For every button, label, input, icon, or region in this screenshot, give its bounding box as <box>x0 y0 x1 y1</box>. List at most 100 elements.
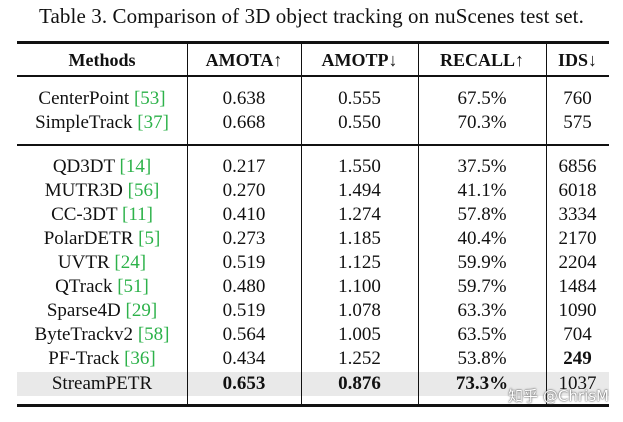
method-cell: UVTR [24] <box>17 251 187 275</box>
citation-link[interactable]: [37] <box>137 112 169 133</box>
header-amotp: AMOTP↓ <box>321 50 398 70</box>
method-cell: QTrack [51] <box>17 275 187 299</box>
column-divider <box>418 44 419 404</box>
amotp-cell: 1.005 <box>338 324 381 345</box>
amota-cell: 0.519 <box>222 252 266 273</box>
bottom-rule <box>17 404 609 407</box>
header-ids: IDS↓ <box>557 50 597 70</box>
table-row: PolarDETR [5] 0.273 1.185 40.4% 2170 <box>17 227 609 251</box>
group-rule <box>17 144 609 146</box>
method-name: PF-Track <box>48 348 120 369</box>
recall-cell: 63.5% <box>457 324 507 345</box>
citation-link[interactable]: [58] <box>137 324 170 345</box>
table-row: QD3DT [14] 0.217 1.550 37.5% 6856 <box>17 155 609 179</box>
amota-cell: 0.480 <box>222 276 266 297</box>
amotp-cell: 0.555 <box>338 88 381 109</box>
amotp-cell: 1.494 <box>338 180 381 201</box>
header-rule <box>17 75 609 77</box>
citation-link[interactable]: [56] <box>127 180 160 201</box>
table-row: CC-3DT [11] 0.410 1.274 57.8% 3334 <box>17 203 609 227</box>
method-cell: PF-Track [36] <box>17 347 187 371</box>
citation-link[interactable]: [11] <box>121 204 153 225</box>
amotp-cell: 0.876 <box>338 373 381 394</box>
recall-cell: 57.8% <box>457 204 507 225</box>
ids-cell: 249 <box>563 348 592 369</box>
citation-link[interactable]: [36] <box>124 348 156 369</box>
column-divider <box>546 44 547 404</box>
amota-cell: 0.653 <box>222 373 266 394</box>
method-cell: SimpleTrack [37] <box>17 111 187 135</box>
recall-cell: 59.7% <box>457 276 507 297</box>
recall-cell: 53.8% <box>457 348 507 369</box>
citation-link[interactable]: [24] <box>114 252 147 273</box>
amota-cell: 0.638 <box>222 88 266 109</box>
recall-cell: 63.3% <box>457 300 507 321</box>
amota-cell: 0.519 <box>222 300 266 321</box>
ids-cell: 1090 <box>558 300 597 321</box>
ids-cell: 2170 <box>558 228 597 249</box>
amotp-cell: 1.185 <box>338 228 381 249</box>
table-row: UVTR [24] 0.519 1.125 59.9% 2204 <box>17 251 609 275</box>
recall-cell: 59.9% <box>457 252 507 273</box>
table-caption: Table 3. Comparison of 3D object trackin… <box>39 4 584 28</box>
ids-cell: 704 <box>563 324 592 345</box>
amotp-cell: 1.252 <box>338 348 381 369</box>
table-row-highlighted: StreamPETR 0.653 0.876 73.3% 1037 <box>17 372 609 396</box>
amotp-cell: 0.550 <box>338 112 381 133</box>
ids-cell: 1484 <box>558 276 597 297</box>
header-row: Methods AMOTA↑ AMOTP↓ RECALL↑ IDS↓ <box>17 48 609 72</box>
method-name: QD3DT <box>52 156 115 177</box>
citation-link[interactable]: [53] <box>133 88 166 109</box>
header-recall: RECALL↑ <box>439 50 524 70</box>
ids-cell: 6856 <box>558 156 597 177</box>
ids-cell: 760 <box>563 88 592 109</box>
method-name: PolarDETR <box>43 228 134 249</box>
method-name: ByteTrackv2 <box>34 324 134 345</box>
table-row: Sparse4D [29] 0.519 1.078 63.3% 1090 <box>17 299 609 323</box>
table-row: ByteTrackv2 [58] 0.564 1.005 63.5% 704 <box>17 323 609 347</box>
ids-cell: 2204 <box>558 252 597 273</box>
header-methods: Methods <box>68 50 136 70</box>
method-cell: StreamPETR <box>51 373 153 394</box>
amota-cell: 0.410 <box>222 204 266 225</box>
method-name: Sparse4D <box>46 300 121 321</box>
top-rule <box>17 41 609 44</box>
table-row: CenterPoint [53] 0.638 0.555 67.5% 760 <box>17 87 609 111</box>
amota-cell: 0.270 <box>222 180 266 201</box>
method-name: MUTR3D <box>44 180 123 201</box>
table-row: SimpleTrack [37] 0.668 0.550 70.3% 575 <box>17 111 609 135</box>
method-cell: QD3DT [14] <box>17 155 187 179</box>
amota-cell: 0.217 <box>222 156 266 177</box>
citation-link[interactable]: [29] <box>125 300 158 321</box>
amotp-cell: 1.125 <box>338 252 381 273</box>
method-name: CC-3DT <box>51 204 118 225</box>
amotp-cell: 1.078 <box>338 300 381 321</box>
amotp-cell: 1.100 <box>338 276 381 297</box>
method-cell: PolarDETR [5] <box>17 227 187 251</box>
ids-cell: 6018 <box>558 180 597 201</box>
method-name: UVTR <box>57 252 110 273</box>
method-name: QTrack <box>55 276 113 297</box>
recall-cell: 41.1% <box>457 180 507 201</box>
recall-cell: 40.4% <box>457 228 507 249</box>
recall-cell: 70.3% <box>457 112 507 133</box>
recall-cell: 73.3% <box>455 373 509 394</box>
watermark: 知乎 @ChrisM <box>508 387 609 405</box>
method-cell: CenterPoint [53] <box>17 87 187 111</box>
method-cell: MUTR3D [56] <box>17 179 187 203</box>
method-name: SimpleTrack <box>35 112 133 133</box>
method-cell: CC-3DT [11] <box>17 203 187 227</box>
method-cell: Sparse4D [29] <box>17 299 187 323</box>
column-divider <box>301 44 302 404</box>
recall-cell: 67.5% <box>457 88 507 109</box>
citation-link[interactable]: [51] <box>117 276 149 297</box>
citation-link[interactable]: [14] <box>119 156 152 177</box>
amota-cell: 0.434 <box>222 348 266 369</box>
table-row: MUTR3D [56] 0.270 1.494 41.1% 6018 <box>17 179 609 203</box>
ids-cell: 1037 <box>558 373 597 394</box>
table-row: PF-Track [36] 0.434 1.252 53.8% 249 <box>17 347 609 371</box>
method-cell: ByteTrackv2 [58] <box>17 323 187 347</box>
citation-link[interactable]: [5] <box>138 228 161 249</box>
ids-cell: 575 <box>563 112 592 133</box>
amotp-cell: 1.274 <box>338 204 381 225</box>
